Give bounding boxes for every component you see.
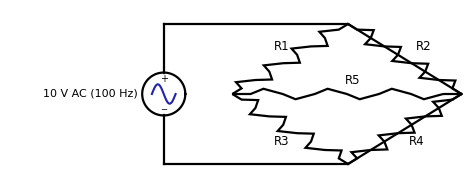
Text: 10 V AC (100 Hz): 10 V AC (100 Hz) (43, 89, 137, 99)
Text: R2: R2 (416, 40, 431, 53)
Text: +: + (160, 74, 168, 83)
Text: R5: R5 (345, 74, 361, 86)
Text: R3: R3 (274, 135, 290, 148)
Text: R1: R1 (274, 40, 290, 53)
Text: −: − (160, 105, 167, 114)
Text: R4: R4 (409, 135, 424, 148)
